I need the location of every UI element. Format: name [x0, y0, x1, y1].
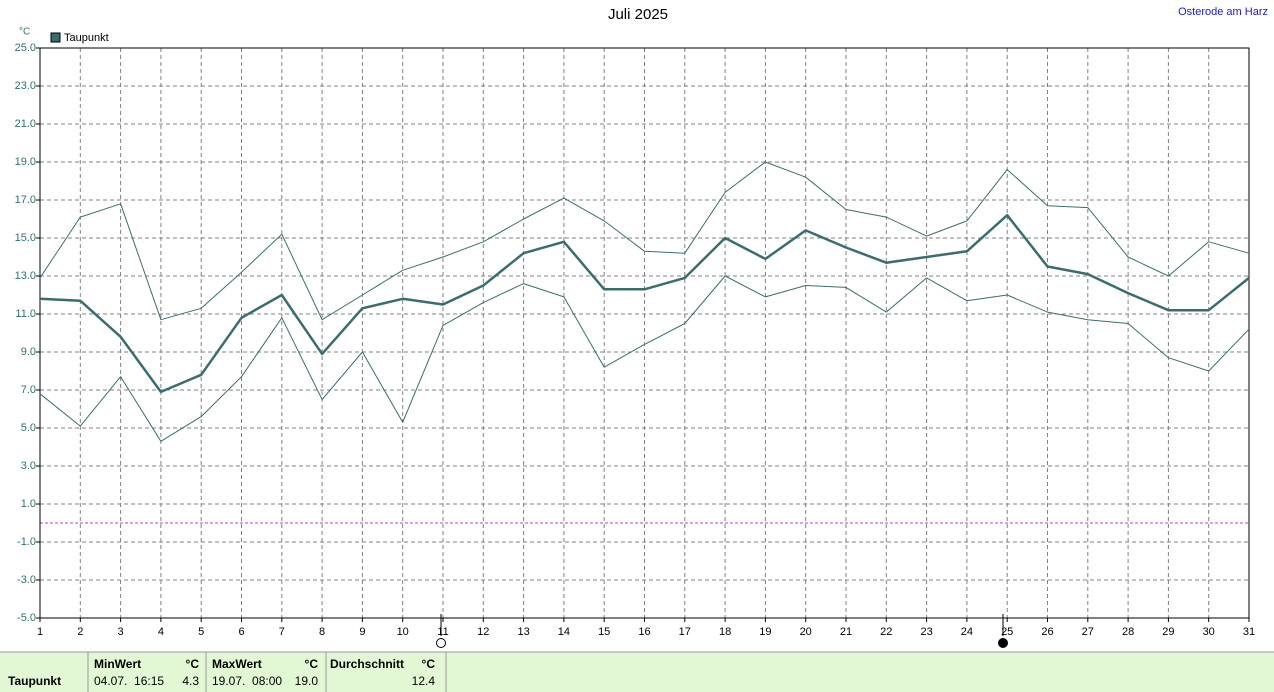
stats-background: [0, 652, 1274, 692]
x-tick-label: 27: [1082, 626, 1094, 638]
x-tick-label: 8: [319, 626, 325, 638]
x-tick-label: 13: [517, 626, 529, 638]
stat-value: 19.0: [295, 674, 319, 688]
x-tick-label: 2: [77, 626, 83, 638]
line-series: [39, 213, 1250, 394]
stats-panel: Taupunkt MinWert °C 04.07. 16:15 4.3 Max…: [0, 651, 1274, 692]
y-tick-label: 25.0: [15, 42, 36, 54]
x-tick-label: 24: [961, 626, 973, 638]
x-tick-label: 26: [1041, 626, 1053, 638]
legend-swatch: [50, 32, 61, 43]
stat-value: 4.3: [182, 674, 199, 688]
x-tick-label: 25: [1001, 626, 1013, 638]
line-series: [39, 161, 1250, 321]
x-tick-label: 15: [598, 626, 610, 638]
y-tick-label: 3.0: [21, 460, 36, 472]
full-moon-icon: [436, 638, 446, 648]
y-tick-label: 15.0: [15, 232, 36, 244]
y-tick-label: 13.0: [15, 270, 36, 282]
x-tick-label: 6: [238, 626, 244, 638]
x-tick-label: 12: [477, 626, 489, 638]
x-tick-label: 1: [37, 626, 43, 638]
x-tick-label: 4: [158, 626, 164, 638]
y-tick-label: 11.0: [15, 308, 36, 320]
x-tick-label: 16: [638, 626, 650, 638]
stat-unit: °C: [305, 657, 319, 671]
new-moon-icon: [998, 638, 1008, 648]
y-tick-label: 5.0: [21, 422, 36, 434]
y-tick-label: 9.0: [21, 346, 36, 358]
x-tick-label: 5: [198, 626, 204, 638]
x-tick-label: 28: [1122, 626, 1134, 638]
stat-time: 04.07. 16:15: [94, 674, 164, 688]
y-tick-label: 1.0: [21, 498, 36, 510]
y-tick-label: 17.0: [15, 194, 36, 206]
chart-title: Juli 2025: [608, 6, 668, 23]
x-tick-label: 3: [118, 626, 124, 638]
y-tick-label: -1.0: [17, 536, 36, 548]
location: Osterode am Harz: [1178, 6, 1268, 18]
x-tick-label: 11: [437, 626, 448, 638]
legend-label: Taupunkt: [64, 32, 109, 44]
stat-value: 12.4: [412, 674, 436, 688]
unit-label: °C: [19, 27, 30, 38]
x-tick-label: 14: [558, 626, 570, 638]
x-tick-label: 30: [1203, 626, 1215, 638]
y-tick-label: 21.0: [15, 118, 36, 130]
x-tick-label: 9: [359, 626, 365, 638]
stat-header: Durchschnitt: [330, 657, 404, 671]
y-tick-label: 23.0: [15, 80, 36, 92]
y-tick-label: -3.0: [17, 574, 36, 586]
stat-time: 19.07. 08:00: [212, 674, 282, 688]
stat-unit: °C: [186, 657, 200, 671]
stat-unit: °C: [422, 657, 436, 671]
x-tick-label: 7: [279, 626, 285, 638]
x-tick-label: 20: [800, 626, 812, 638]
row-label: Taupunkt: [8, 674, 61, 688]
line-series: [39, 275, 1250, 442]
x-tick-label: 18: [719, 626, 731, 638]
x-tick-label: 29: [1162, 626, 1174, 638]
y-tick-label: -5.0: [17, 612, 36, 624]
x-tick-label: 31: [1243, 626, 1255, 638]
x-tick-label: 23: [920, 626, 932, 638]
x-tick-label: 10: [397, 626, 409, 638]
x-tick-label: 21: [840, 626, 852, 638]
y-tick-label: 19.0: [15, 156, 36, 168]
stat-header: MinWert: [94, 657, 141, 671]
x-tick-label: 19: [759, 626, 771, 638]
x-tick-label: 17: [679, 626, 691, 638]
stat-header: MaxWert: [212, 657, 262, 671]
plot-area: -5.0 -3.0 -1.0 1.0 3.0 5.0 7.0 9.0 11.0 13.0 15.0 1…: [15, 42, 1256, 638]
plot-frame: [39, 47, 1250, 619]
y-tick-label: 7.0: [21, 384, 36, 396]
x-tick-label: 22: [880, 626, 892, 638]
